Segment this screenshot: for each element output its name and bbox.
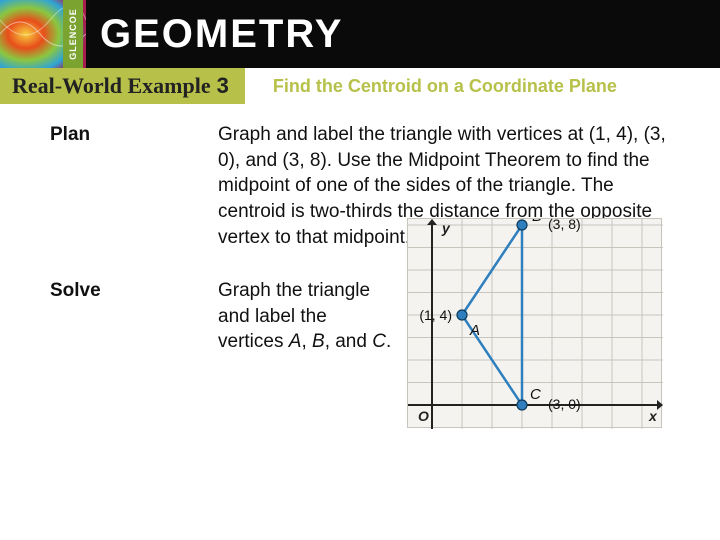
coordinate-graph: y x O A (1, 4) B (3, 8) C (3, 0) bbox=[407, 218, 662, 428]
svg-text:(3, 0): (3, 0) bbox=[548, 396, 581, 412]
header-banner: GLENCOE GEOMETRY bbox=[0, 0, 720, 68]
vertex-c-label: C bbox=[372, 331, 386, 352]
svg-text:x: x bbox=[648, 408, 658, 424]
svg-text:B: B bbox=[532, 219, 542, 225]
vertex-b-label: B bbox=[312, 331, 325, 352]
svg-text:O: O bbox=[418, 408, 429, 424]
brand-strip-text: GLENCOE bbox=[68, 8, 78, 60]
solve-label: Solve bbox=[50, 278, 190, 428]
solve-sep: , and bbox=[325, 331, 373, 352]
example-title: Find the Centroid on a Coordinate Plane bbox=[273, 76, 617, 97]
vertex-a-label: A bbox=[289, 331, 302, 352]
brand-strip: GLENCOE bbox=[63, 0, 83, 68]
svg-text:y: y bbox=[441, 220, 451, 236]
solve-sep: , bbox=[301, 331, 312, 352]
svg-text:(3, 8): (3, 8) bbox=[548, 219, 581, 232]
example-tab-number: 3 bbox=[217, 73, 229, 99]
coordinate-graph-svg: y x O A (1, 4) B (3, 8) C (3, 0) bbox=[408, 219, 663, 429]
content-area: Plan Graph and label the triangle with v… bbox=[0, 104, 720, 438]
solve-row: Graph the triangle and label the vertice… bbox=[218, 278, 700, 428]
example-bar: Real-World Example 3 Find the Centroid o… bbox=[0, 68, 720, 104]
example-tab: Real-World Example 3 bbox=[0, 68, 245, 104]
svg-text:C: C bbox=[530, 386, 541, 403]
svg-text:(1, 4): (1, 4) bbox=[419, 307, 452, 323]
solve-text: Graph the triangle and label the vertice… bbox=[218, 278, 393, 355]
header-title: GEOMETRY bbox=[100, 12, 343, 57]
solve-end: . bbox=[386, 331, 391, 352]
plan-label: Plan bbox=[50, 122, 190, 250]
example-tab-prefix: Real-World Example bbox=[12, 73, 211, 99]
svg-text:A: A bbox=[469, 322, 480, 339]
